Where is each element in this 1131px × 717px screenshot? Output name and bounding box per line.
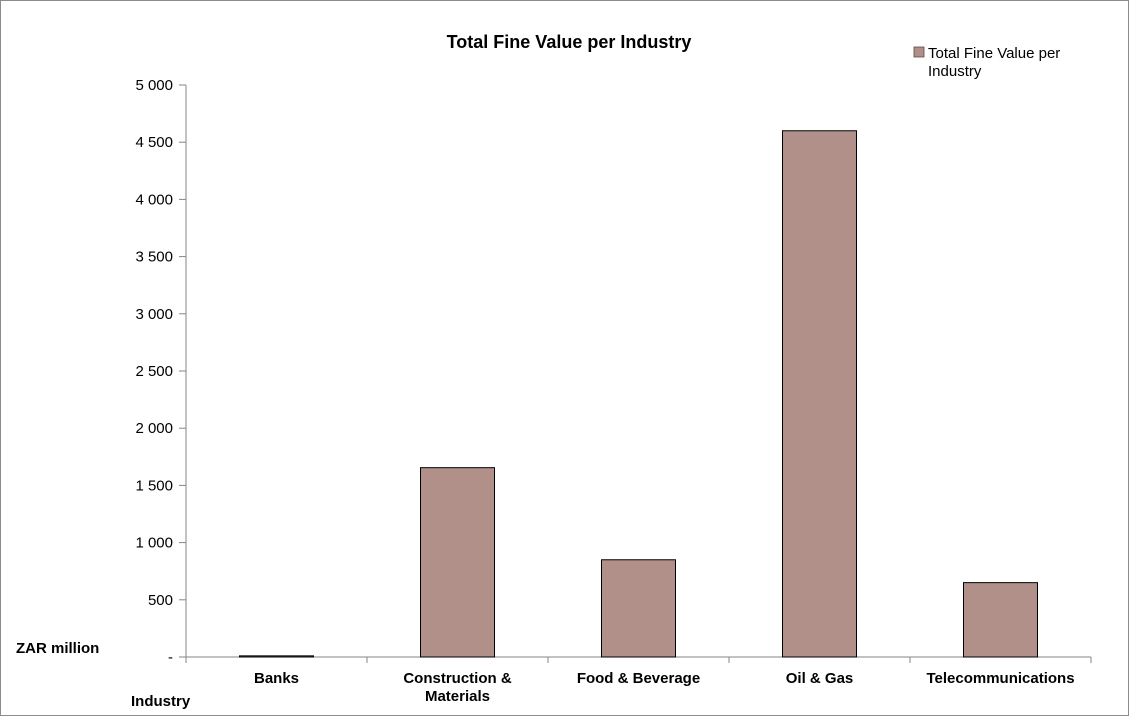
x-axis-tick-labels: Banks Construction & Materials Food & Bever… xyxy=(254,670,1075,705)
y-tick-label: 5 000 xyxy=(135,77,173,94)
y-tick-label: 1 500 xyxy=(135,477,173,494)
y-tick-label: 4 500 xyxy=(135,134,173,151)
y-tick-label: - xyxy=(168,649,173,666)
legend-label: Total Fine Value per Industry xyxy=(928,45,1060,80)
bar xyxy=(420,467,495,658)
y-tick-label: 2 500 xyxy=(135,363,173,380)
bar xyxy=(963,582,1038,658)
x-axis-title: Industry xyxy=(131,693,191,710)
y-tick-label: 4 000 xyxy=(135,191,173,208)
x-tick-label: Banks xyxy=(254,670,299,687)
x-axis-ticks xyxy=(185,657,1092,663)
x-tick-label: Telecommunications xyxy=(926,670,1074,687)
bar xyxy=(601,559,676,658)
y-tick-label: 500 xyxy=(148,592,173,609)
x-tick-label: Construction & Materials xyxy=(403,670,511,705)
y-axis-title: ZAR million xyxy=(16,640,99,657)
x-tick-label: Food & Beverage xyxy=(577,670,700,687)
y-tick-label: 2 000 xyxy=(135,420,173,437)
y-axis-ticks: - 500 1 000 1 500 2 000 2 500 3 000 3 500 4 000 4… xyxy=(135,77,186,666)
chart-title: Total Fine Value per Industry xyxy=(447,32,692,52)
x-tick-label: Oil & Gas xyxy=(786,670,854,687)
y-tick-label: 3 500 xyxy=(135,249,173,266)
y-tick-label: 3 000 xyxy=(135,306,173,323)
legend-swatch xyxy=(913,46,925,58)
y-tick-label: 1 000 xyxy=(135,535,173,552)
bars xyxy=(239,130,1038,658)
legend: Total Fine Value per Industry xyxy=(913,45,1060,80)
bar xyxy=(239,655,314,658)
bar xyxy=(782,130,857,658)
